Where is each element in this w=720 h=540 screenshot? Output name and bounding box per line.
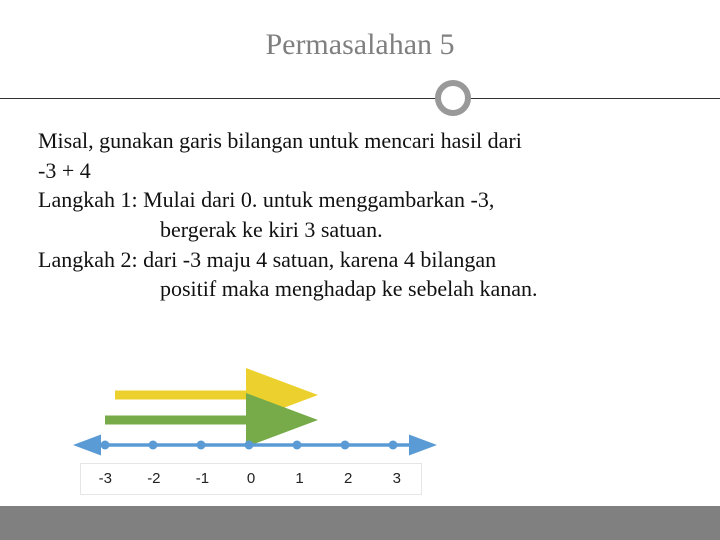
body-line: Langkah 2: dari -3 maju 4 satuan, karena…	[38, 245, 682, 275]
divider-line	[0, 98, 720, 99]
numberline-label: 3	[372, 464, 421, 494]
numberline-label: 1	[275, 464, 324, 494]
title-divider	[0, 80, 720, 116]
divider-ring-icon	[435, 80, 471, 116]
body-line: Langkah 1: Mulai dari 0. untuk menggamba…	[38, 185, 682, 215]
numberline-label: -3	[81, 464, 130, 494]
body-line: -3 + 4	[38, 156, 682, 186]
slide: Permasalahan 5 Misal, gunakan garis bila…	[0, 0, 720, 540]
numberline-label: 2	[324, 464, 373, 494]
numberline-diagram: -3-2-10123	[60, 365, 440, 495]
body-line-indent: positif maka menghadap ke sebelah kanan.	[38, 274, 682, 304]
slide-title: Permasalahan 5	[0, 0, 720, 62]
body-text: Misal, gunakan garis bilangan untuk menc…	[0, 116, 720, 304]
footer-bar	[0, 506, 720, 540]
numberline-label: -1	[178, 464, 227, 494]
numberline-label: -2	[130, 464, 179, 494]
numberline-label: 0	[227, 464, 276, 494]
numberline-labels: -3-2-10123	[80, 463, 422, 495]
body-line-indent: bergerak ke kiri 3 satuan.	[38, 215, 682, 245]
body-line: Misal, gunakan garis bilangan untuk menc…	[38, 126, 682, 156]
